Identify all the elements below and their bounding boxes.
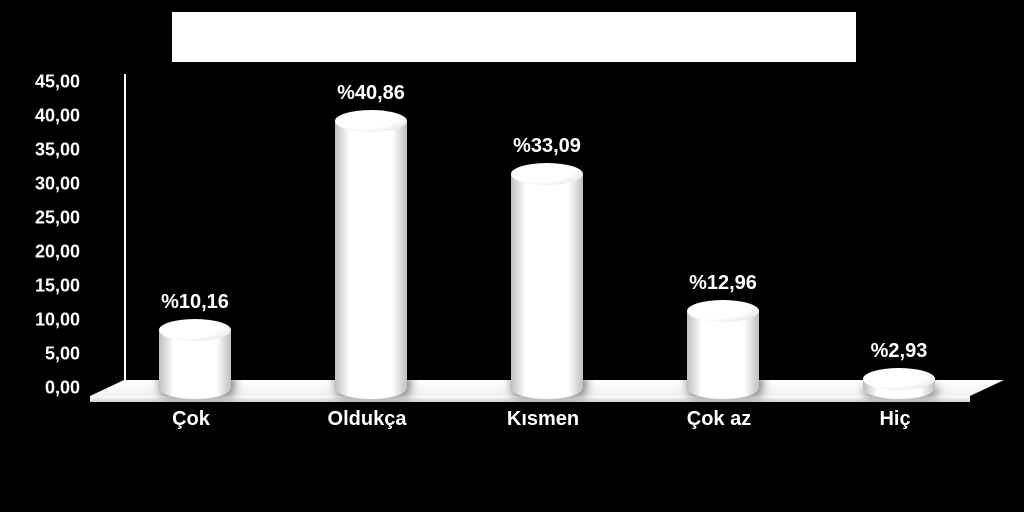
y-tick-label: 35,00 xyxy=(0,140,80,161)
bar-bottom-cap xyxy=(687,377,759,399)
data-label: %12,96 xyxy=(689,272,757,295)
bar-bottom-cap xyxy=(511,377,583,399)
data-label: %33,09 xyxy=(513,135,581,158)
x-tick-label: Kısmen xyxy=(507,408,579,431)
bar-body xyxy=(335,121,407,388)
bar-body xyxy=(511,174,583,388)
y-tick-label: 20,00 xyxy=(0,242,80,263)
data-label: %10,16 xyxy=(161,291,229,314)
bar-top-cap xyxy=(687,300,759,322)
y-axis-line xyxy=(124,74,126,380)
y-tick-label: 45,00 xyxy=(0,72,80,93)
y-tick-label: 25,00 xyxy=(0,208,80,229)
bar xyxy=(863,368,935,399)
bar-top-cap xyxy=(511,163,583,185)
bar xyxy=(159,319,231,399)
y-tick-label: 0,00 xyxy=(0,378,80,399)
x-tick-label: Oldukça xyxy=(328,408,407,431)
bar-top-cap xyxy=(335,110,407,132)
bar-top-cap xyxy=(863,368,935,390)
bar-bottom-cap xyxy=(335,377,407,399)
y-tick-label: 10,00 xyxy=(0,310,80,331)
bar-chart xyxy=(0,0,1024,512)
bar xyxy=(335,110,407,399)
bar-bottom-cap xyxy=(159,377,231,399)
x-tick-label: Hiç xyxy=(879,408,910,431)
bar xyxy=(511,163,583,399)
x-tick-label: Çok az xyxy=(687,408,751,431)
data-label: %2,93 xyxy=(871,340,928,363)
bar xyxy=(687,300,759,399)
y-tick-label: 30,00 xyxy=(0,174,80,195)
y-tick-label: 40,00 xyxy=(0,106,80,127)
data-label: %40,86 xyxy=(337,82,405,105)
chart-title-box xyxy=(170,10,858,64)
y-tick-label: 5,00 xyxy=(0,344,80,365)
bar-top-cap xyxy=(159,319,231,341)
y-tick-label: 15,00 xyxy=(0,276,80,297)
x-tick-label: Çok xyxy=(172,408,210,431)
